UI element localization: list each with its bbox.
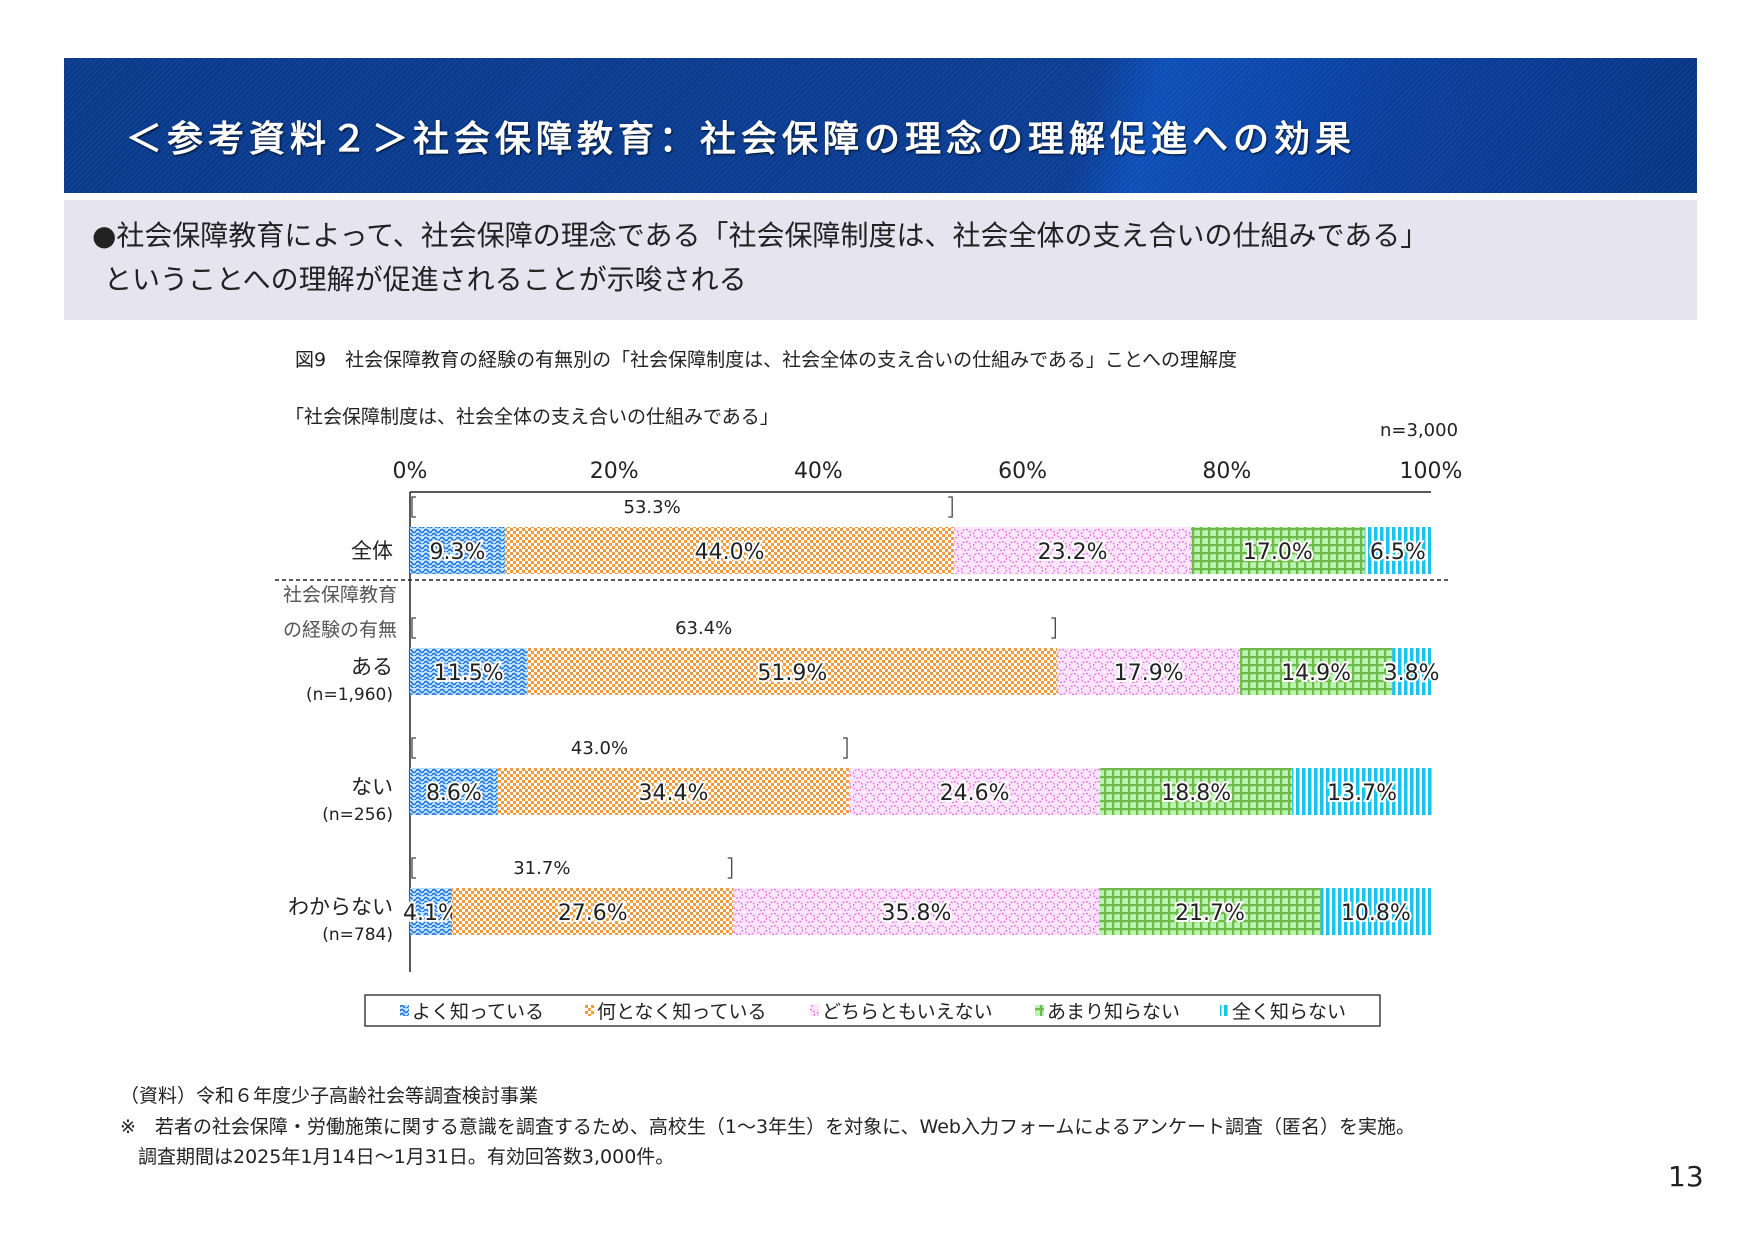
- bar-segment: [849, 768, 1101, 815]
- page-number: 13: [1668, 1160, 1704, 1193]
- bracket-left: [411, 617, 416, 639]
- data-label: 17.0%: [1243, 540, 1313, 565]
- data-label: 10.8%: [1341, 901, 1411, 926]
- bar-segment: [1320, 888, 1431, 935]
- page-title: ＜参考資料２＞社会保障教育：社会保障の理念の理解促進への効果: [126, 119, 1357, 160]
- sample-size: n=3,000: [1380, 420, 1459, 441]
- survey-note-1: ※ 若者の社会保障・労働施策に関する意識を調査するため、高校生（1～3年生）を対…: [120, 1116, 1416, 1138]
- bracket-left: [411, 857, 416, 879]
- legend-label: よく知っている: [412, 1001, 544, 1023]
- bar-segment: [1392, 648, 1431, 695]
- data-label: 21.7%: [1175, 901, 1245, 926]
- bracket-total-label: 43.0%: [571, 738, 628, 759]
- bar-segment: [451, 888, 734, 935]
- chart-subtitle: 「社会保障制度は、社会全体の支え合いの仕組みである」: [285, 406, 779, 428]
- x-tick-label: 40%: [794, 459, 843, 484]
- category-label: わからない: [288, 895, 393, 919]
- bracket-total-label: 63.4%: [675, 618, 732, 639]
- data-label: 24.6%: [940, 781, 1010, 806]
- category-label: 全体: [351, 539, 393, 563]
- data-label: 9.3%: [430, 540, 486, 565]
- title-banner: ＜参考資料２＞社会保障教育：社会保障の理念の理解促進への効果: [64, 58, 1697, 193]
- bar-segment: [410, 527, 505, 574]
- category-label: ある: [351, 655, 393, 679]
- legend-swatch: [1220, 1005, 1229, 1016]
- bracket-left: [411, 737, 416, 759]
- data-label: 3.8%: [1384, 661, 1440, 686]
- legend-swatch: [585, 1005, 594, 1016]
- group-label: の経験の有無: [283, 619, 397, 641]
- data-label: 44.0%: [695, 540, 765, 565]
- x-tick-label: 100%: [1400, 459, 1463, 484]
- legend-swatch: [810, 1005, 819, 1016]
- data-label: 17.9%: [1114, 661, 1184, 686]
- data-label: 23.2%: [1038, 540, 1108, 565]
- data-label: 35.8%: [881, 901, 951, 926]
- bracket-right: [843, 737, 848, 759]
- data-label: 27.6%: [558, 901, 628, 926]
- bar-segment: [954, 527, 1192, 574]
- category-n-label: (n=256): [322, 805, 393, 825]
- category-n-label: (n=784): [322, 925, 393, 945]
- data-label: 13.7%: [1327, 781, 1397, 806]
- legend-swatch: [400, 1005, 409, 1016]
- lead-line-2: ということへの理解が促進されることが示唆される: [104, 263, 747, 296]
- x-tick-label: 20%: [590, 459, 639, 484]
- bar-segment: [733, 888, 1100, 935]
- data-label: 8.6%: [426, 781, 482, 806]
- bar-segment: [410, 648, 528, 695]
- x-tick-label: 80%: [1202, 459, 1251, 484]
- bracket-total-label: 53.3%: [624, 497, 681, 518]
- lead-line-1: ●社会保障教育によって、社会保障の理念である「社会保障制度は、社会全体の支え合い…: [92, 219, 1429, 252]
- bar-segment: [410, 888, 452, 935]
- bracket-left: [411, 496, 416, 518]
- legend-label: あまり知らない: [1047, 1001, 1180, 1023]
- source-note: （資料）令和６年度少子高齢社会等調査検討事業: [120, 1085, 539, 1107]
- x-tick-label: 0%: [393, 459, 428, 484]
- legend-swatch: [1035, 1005, 1044, 1016]
- bar-segment: [497, 768, 850, 815]
- bracket-total-label: 31.7%: [513, 858, 570, 879]
- bar-segment: [527, 648, 1058, 695]
- data-label: 6.5%: [1370, 540, 1426, 565]
- legend-label: 全く知らない: [1232, 1001, 1346, 1023]
- category-n-label: (n=1,960): [306, 685, 393, 705]
- bar-segment: [1240, 648, 1393, 695]
- bar-segment: [504, 527, 955, 574]
- bar-segment: [1099, 888, 1321, 935]
- data-label: 14.9%: [1281, 661, 1351, 686]
- data-label: 18.8%: [1161, 781, 1231, 806]
- data-label: 11.5%: [434, 661, 504, 686]
- figure-caption: 図9 社会保障教育の経験の有無別の「社会保障制度は、社会全体の支え合いの仕組みで…: [295, 349, 1237, 371]
- data-label: 34.4%: [638, 781, 708, 806]
- bar-segment: [1191, 527, 1365, 574]
- group-label: 社会保障教育: [283, 584, 397, 606]
- survey-note-2: 調査期間は2025年1月14日～1月31日。有効回答数3,000件。: [138, 1146, 675, 1168]
- bracket-right: [1051, 617, 1056, 639]
- data-label: 51.9%: [757, 661, 827, 686]
- bracket-right: [948, 496, 953, 518]
- data-label: 4.1%: [403, 901, 459, 926]
- bar-segment: [1292, 768, 1433, 815]
- legend-label: どちらともいえない: [822, 1001, 993, 1023]
- bar-segment: [1100, 768, 1293, 815]
- x-tick-label: 60%: [998, 459, 1047, 484]
- bracket-right: [727, 857, 733, 879]
- category-label: ない: [351, 775, 393, 799]
- bar-segment: [410, 768, 498, 815]
- legend-box: [364, 994, 1381, 1027]
- lead-box: ●社会保障教育によって、社会保障の理念である「社会保障制度は、社会全体の支え合い…: [64, 200, 1697, 320]
- bar-segment: [1364, 527, 1431, 574]
- legend-label: 何となく知っている: [597, 1001, 766, 1023]
- bar-segment: [1057, 648, 1241, 695]
